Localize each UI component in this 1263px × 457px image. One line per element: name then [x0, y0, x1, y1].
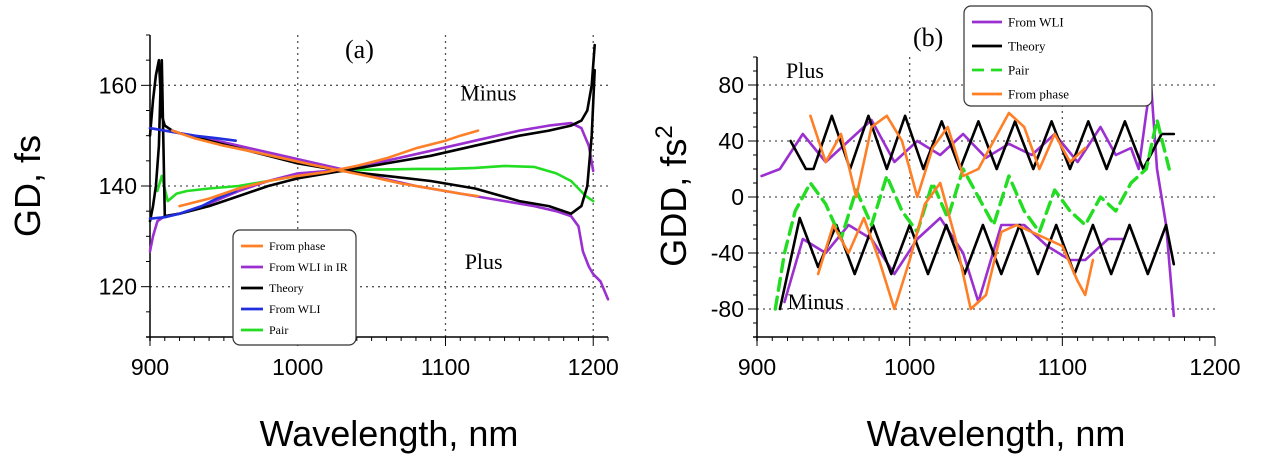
panel-a: 900 1000 1100 1200 120 140 160 Wavelength, nm GD…: [7, 34, 619, 454]
legend-entry-label: From WLI in IR: [269, 260, 348, 274]
legend-entry-label: From WLI: [269, 302, 320, 316]
annotation-plus: Plus: [786, 58, 824, 83]
series-line-theory: [148, 43, 596, 223]
x-tick-label: 900: [131, 354, 169, 380]
legend-entry-label: From phase: [269, 239, 325, 253]
y-axis-label-superscript: 2: [651, 125, 678, 138]
x-tick-label: 1100: [421, 354, 470, 380]
y-tick-label: 140: [99, 173, 137, 199]
series-line-pair: [156, 164, 595, 203]
x-tick-label: 1000: [272, 354, 323, 380]
y-axis-label: GD, fs: [7, 135, 48, 237]
panel-label: (b): [913, 23, 943, 52]
legend-entry-label: Theory: [1008, 39, 1046, 54]
x-axis-label: Wavelength, nm: [260, 413, 519, 454]
panel-label: (a): [345, 35, 374, 64]
x-tick-label: 1000: [884, 354, 935, 380]
y-tick-label: -80: [711, 296, 744, 322]
series-line-from-wli: [148, 189, 237, 220]
y-axis-label: GDD, fs2: [651, 125, 694, 266]
series-line-from-phase: [809, 111, 1087, 199]
x-tick-label: 900: [738, 354, 776, 380]
legend: From WLI Theory Pair From phase: [963, 5, 1153, 107]
series-group: [760, 80, 1176, 318]
gridlines: [150, 35, 608, 337]
x-tick-label: 1100: [1038, 354, 1087, 380]
legend-box: [232, 229, 357, 346]
y-tick-label: 0: [731, 184, 744, 210]
y-tick-label: 40: [718, 128, 744, 154]
y-tick-label: 120: [99, 274, 137, 300]
series-line-from-wli-in-ir: [148, 126, 610, 301]
series-line-from-phase: [178, 129, 480, 208]
x-tick-label: 1200: [1189, 354, 1240, 380]
y-tick-label: 80: [718, 72, 744, 98]
series-line-from-phase: [170, 129, 480, 198]
series-line-from-phase: [816, 181, 1095, 311]
series-line-theory: [778, 216, 1176, 311]
legend-entry-label: Pair: [269, 323, 288, 337]
annotation-plus: Plus: [465, 249, 503, 274]
annotation-minus: Minus: [788, 289, 844, 314]
legend-entry-label: From WLI: [1008, 15, 1064, 30]
x-axis-label: Wavelength, nm: [867, 413, 1126, 454]
y-tick-label: -40: [711, 240, 744, 266]
legend-entry-label: Pair: [1008, 63, 1030, 78]
annotation-minus: Minus: [460, 80, 516, 105]
panel-b: 900 1000 1100 1200 -80 -40 0 40 80 Wavelength, nm…: [651, 5, 1241, 454]
legend: From phase From WLI in IR Theory From WLI Pa…: [232, 229, 357, 346]
legend-entry-label: Theory: [269, 281, 304, 295]
legend-box: [963, 5, 1153, 107]
axis-ticks: [748, 56, 1216, 346]
axis-ticks: [141, 34, 609, 346]
y-tick-label: 160: [99, 72, 137, 98]
series-line-pair: [773, 118, 1171, 311]
x-tick-label: 1200: [568, 354, 619, 380]
legend-entry-label: From phase: [1008, 87, 1069, 102]
series-group: [148, 43, 610, 301]
